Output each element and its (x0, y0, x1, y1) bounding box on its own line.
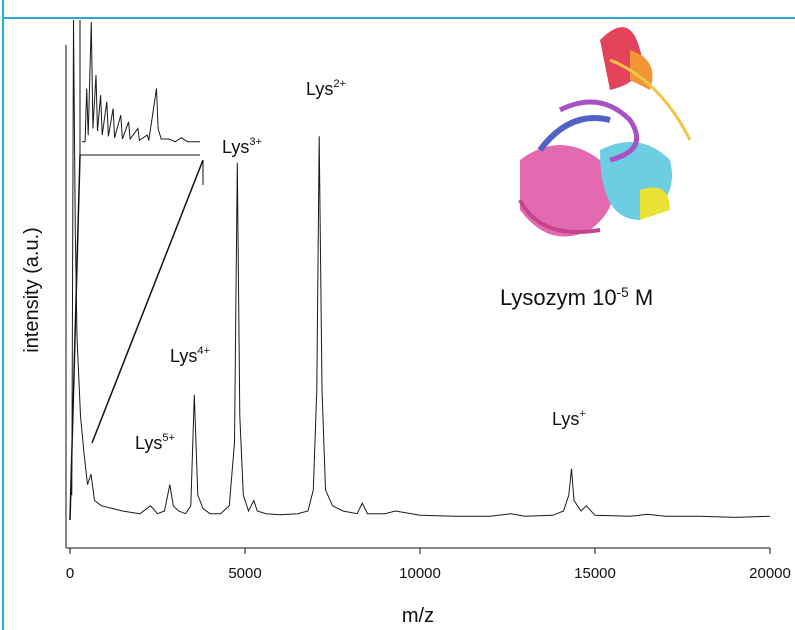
annotation-text: Lys (135, 433, 162, 453)
annotation-text: Lys (222, 137, 249, 157)
spectrum-line (82, 21, 200, 143)
annotation-superscript: 2+ (333, 78, 346, 90)
annotation: Lys4+ (170, 345, 210, 366)
annotation: Lys5+ (135, 432, 175, 453)
x-tick-label: 10000 (399, 565, 441, 582)
x-tick-label: 5000 (228, 565, 261, 582)
annotation-superscript: -5 (617, 285, 629, 300)
protein-illustration (518, 27, 692, 237)
y-axis-title: intensity (a.u.) (21, 227, 43, 353)
annotation-text: Lysozym 10 (500, 285, 617, 310)
annotation-text: Lys (552, 409, 579, 429)
annotation-superscript: + (579, 408, 586, 420)
x-tick-label: 0 (66, 565, 74, 582)
x-tick-label: 20000 (749, 565, 791, 582)
annotation: Lys2+ (306, 78, 346, 99)
annotation: Lys3+ (222, 136, 262, 157)
annotation: Lysozym 10-5 M (500, 285, 653, 310)
connector (91, 159, 204, 444)
annotation-text: Lys (170, 346, 197, 366)
x-axis-title: m/z (402, 605, 434, 627)
x-tick-label: 15000 (574, 565, 616, 582)
annotation-text: M (629, 285, 653, 310)
annotation-text: Lys (306, 79, 333, 99)
annotation-superscript: 3+ (249, 136, 262, 148)
annotation-superscript: 4+ (197, 345, 210, 357)
annotation-superscript: 5+ (162, 432, 175, 444)
annotation: Lys+ (552, 408, 586, 429)
spectrum-line (71, 19, 771, 518)
